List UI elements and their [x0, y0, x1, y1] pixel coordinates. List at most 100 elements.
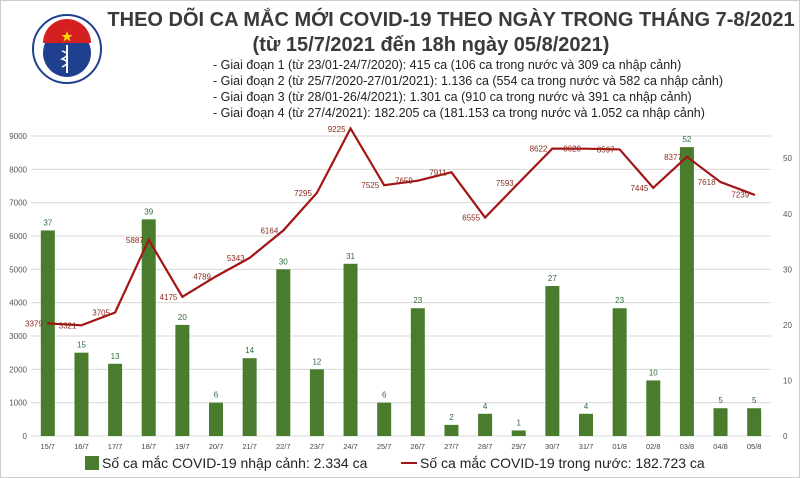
- bar: [242, 358, 257, 436]
- ministry-of-health-logo: [32, 14, 102, 84]
- x-axis-tick-label: 15/7: [41, 442, 56, 451]
- bar: [478, 413, 493, 436]
- x-axis-tick-label: 28/7: [478, 442, 493, 451]
- line-data-label: 7239: [731, 191, 749, 200]
- bar-data-label: 13: [111, 352, 120, 361]
- line-data-label: 8597: [597, 145, 615, 154]
- bar: [276, 269, 291, 436]
- bar-data-label: 52: [682, 135, 691, 144]
- bar-data-label: 39: [144, 207, 153, 216]
- left-axis-tick-label: 1000: [9, 399, 27, 408]
- bar-data-label: 6: [214, 391, 219, 400]
- bar: [410, 308, 425, 436]
- line-data-label: 8377: [664, 153, 682, 162]
- chart-title: THEO DÕI CA MẮC MỚI COVID-19 THEO NGÀY T…: [107, 9, 795, 31]
- line-data-label: 7593: [496, 179, 514, 188]
- line-point: [46, 322, 49, 325]
- line-point: [551, 147, 554, 150]
- bar-data-label: 37: [43, 218, 52, 227]
- bar-data-label: 23: [413, 296, 422, 305]
- bar: [646, 380, 661, 436]
- line-point: [282, 229, 285, 232]
- right-axis-tick-label: 30: [783, 265, 792, 274]
- x-axis-tick-label: 20/7: [209, 442, 224, 451]
- line-point: [618, 148, 621, 151]
- bar-data-label: 23: [615, 296, 624, 305]
- legend-item-line: Số ca mắc COVID-19 trong nước: 182.723 c…: [401, 455, 705, 471]
- x-axis-tick-label: 31/7: [579, 442, 594, 451]
- line-point: [416, 179, 419, 182]
- x-axis-tick-label: 29/7: [511, 442, 526, 451]
- bar: [108, 363, 123, 436]
- phase-2-text: - Giai đoạn 2 (từ 25/7/2020-27/01/2021):…: [213, 74, 723, 88]
- line-point: [215, 275, 217, 278]
- bar: [74, 352, 89, 436]
- bar: [309, 369, 324, 436]
- line-data-label: 7525: [361, 181, 379, 190]
- line-point: [315, 191, 318, 194]
- line-point: [181, 295, 184, 298]
- legend-swatch-line: [401, 462, 417, 464]
- left-axis-tick-label: 7000: [9, 199, 27, 208]
- line-data-label: 7295: [294, 189, 312, 198]
- line-point: [585, 147, 587, 150]
- bar: [579, 413, 593, 436]
- line-data-label: 4175: [160, 293, 178, 302]
- x-axis-tick-label: 22/7: [276, 442, 291, 451]
- right-axis-tick-label: 20: [783, 321, 792, 330]
- bar-data-label: 27: [548, 274, 557, 283]
- right-axis-tick-label: 10: [783, 376, 792, 385]
- phase-summary: - Giai đoạn 1 (từ 23/01-24/7/2020): 415 …: [213, 57, 723, 121]
- bar-data-label: 4: [483, 402, 488, 411]
- line-point: [719, 181, 722, 184]
- right-axis-tick-label: 50: [783, 154, 792, 163]
- left-axis-tick-label: 3000: [9, 332, 27, 341]
- x-axis-tick-label: 24/7: [343, 442, 358, 451]
- x-axis-tick-label: 25/7: [377, 442, 392, 451]
- left-axis-tick-label: 0: [23, 432, 28, 441]
- legend-label-line: Số ca mắc COVID-19 trong nước: 182.723 c…: [420, 455, 705, 471]
- left-axis-tick-label: 4000: [9, 299, 27, 308]
- line-point: [349, 127, 352, 130]
- legend-swatch-bar: [85, 456, 99, 470]
- line-data-label: 8622: [530, 145, 548, 154]
- bar-data-label: 10: [649, 368, 658, 377]
- left-axis-tick-label: 9000: [9, 132, 27, 141]
- line-data-label: 3379: [25, 319, 43, 328]
- line-data-label: 7659: [395, 177, 413, 186]
- line-point: [685, 155, 688, 158]
- chart-subtitle: (từ 15/7/2021 đến 18h ngày 05/8/2021): [252, 34, 610, 56]
- bar-data-label: 6: [382, 391, 387, 400]
- right-axis-tick-label: 40: [783, 210, 792, 219]
- bar-data-label: 1: [517, 418, 522, 427]
- x-axis-tick-label: 19/7: [175, 442, 190, 451]
- line-data-label: 7911: [429, 168, 447, 177]
- bar: [40, 230, 55, 436]
- bar: [343, 263, 358, 436]
- left-axis-tick-label: 6000: [9, 232, 27, 241]
- bar: [444, 424, 459, 436]
- bar: [377, 402, 392, 436]
- bar-data-label: 5: [718, 396, 723, 405]
- bar: [511, 430, 526, 436]
- line-point: [652, 186, 655, 189]
- bar-data-label: 15: [77, 341, 86, 350]
- phase-1-text: - Giai đoạn 1 (từ 23/01-24/7/2020): 415 …: [213, 58, 682, 72]
- x-axis-tick-label: 04/8: [713, 442, 728, 451]
- bar: [747, 408, 762, 436]
- x-axis-tick-label: 02/8: [646, 442, 661, 451]
- x-axis-tick-label: 16/7: [74, 442, 89, 451]
- line-data-label: 7618: [698, 178, 716, 187]
- left-axis-tick-label: 2000: [9, 365, 27, 374]
- bar-data-label: 31: [346, 252, 355, 261]
- phase-4-text: - Giai đoạn 4 (từ 27/4/2021): 182.205 ca…: [213, 106, 705, 120]
- line-point: [80, 324, 83, 327]
- line-point: [248, 256, 251, 259]
- bar-data-label: 4: [584, 402, 589, 411]
- x-axis-tick-label: 27/7: [444, 442, 459, 451]
- line-data-label: 4789: [193, 272, 211, 281]
- bar-data-label: 2: [449, 413, 454, 422]
- x-axis-tick-label: 21/7: [242, 442, 257, 451]
- line-point: [753, 193, 756, 196]
- line-point: [450, 171, 453, 174]
